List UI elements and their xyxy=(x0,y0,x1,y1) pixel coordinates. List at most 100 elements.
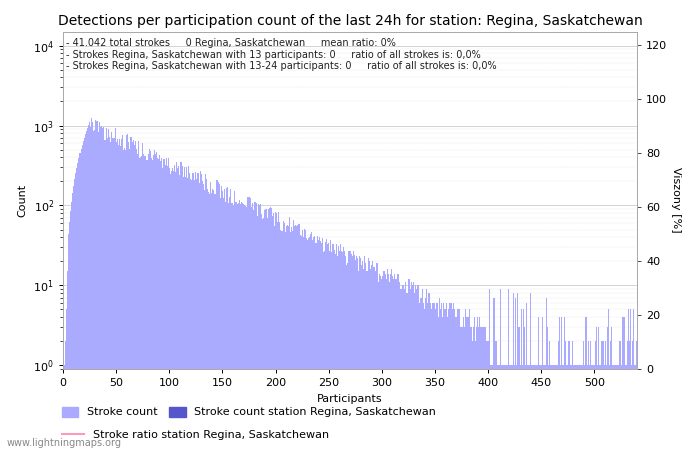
Bar xyxy=(416,289,417,450)
Bar xyxy=(609,365,610,450)
Bar xyxy=(620,365,622,450)
Bar xyxy=(597,365,598,450)
Bar xyxy=(138,141,139,450)
Bar xyxy=(578,365,579,450)
Bar xyxy=(497,365,498,450)
Bar xyxy=(631,365,632,450)
Bar xyxy=(307,240,308,450)
Bar xyxy=(214,194,216,450)
Bar xyxy=(540,365,541,450)
Bar xyxy=(531,365,532,450)
Bar xyxy=(77,162,78,450)
Bar xyxy=(363,269,365,450)
Bar xyxy=(369,261,370,450)
Bar xyxy=(285,232,286,450)
Bar xyxy=(521,310,522,450)
Bar xyxy=(94,130,95,450)
Bar xyxy=(209,194,210,450)
Bar xyxy=(568,341,570,450)
Bar xyxy=(598,327,599,450)
Bar xyxy=(499,365,500,450)
Bar xyxy=(104,140,105,450)
Bar xyxy=(603,365,605,450)
Bar xyxy=(190,179,191,450)
Bar xyxy=(616,365,617,450)
Bar xyxy=(490,365,491,450)
Bar xyxy=(508,289,509,450)
Bar xyxy=(204,190,205,450)
Bar xyxy=(371,265,372,450)
Bar xyxy=(134,141,136,450)
Bar xyxy=(218,184,220,450)
Bar xyxy=(455,317,456,450)
Bar xyxy=(475,341,476,450)
Bar xyxy=(298,224,300,450)
Bar xyxy=(606,365,607,450)
Bar xyxy=(430,303,431,450)
Bar xyxy=(493,298,494,450)
Bar xyxy=(463,317,464,450)
Bar xyxy=(410,289,411,450)
Bar xyxy=(583,341,584,450)
Bar xyxy=(542,317,543,450)
Bar xyxy=(634,365,636,450)
Bar xyxy=(524,327,525,450)
Bar xyxy=(559,317,560,450)
Bar xyxy=(230,189,232,450)
Bar xyxy=(256,203,257,450)
Bar xyxy=(382,276,384,450)
Bar xyxy=(78,158,80,450)
Bar xyxy=(448,310,449,450)
Bar xyxy=(95,120,97,450)
Bar xyxy=(205,174,206,450)
Bar xyxy=(346,265,347,450)
Bar xyxy=(580,365,581,450)
Bar xyxy=(618,365,620,450)
Bar xyxy=(119,140,120,450)
Bar xyxy=(582,365,583,450)
Bar xyxy=(447,317,448,450)
Bar xyxy=(167,166,168,450)
Bar xyxy=(120,146,121,450)
Bar xyxy=(517,293,519,450)
Bar xyxy=(105,140,106,450)
Bar xyxy=(510,365,511,450)
Bar xyxy=(341,251,342,450)
Bar xyxy=(106,128,107,450)
Bar xyxy=(564,317,566,450)
Bar xyxy=(73,186,74,450)
Bar xyxy=(585,317,587,450)
Bar xyxy=(584,365,585,450)
Bar xyxy=(548,365,550,450)
Bar xyxy=(351,256,353,450)
Bar xyxy=(293,220,294,450)
Bar xyxy=(476,327,477,450)
Bar xyxy=(121,139,122,450)
Bar xyxy=(489,289,490,450)
Bar xyxy=(107,138,108,450)
Bar xyxy=(627,341,628,450)
Bar xyxy=(624,317,625,450)
Bar xyxy=(442,317,443,450)
Bar xyxy=(461,327,462,450)
Bar xyxy=(321,243,322,450)
Bar xyxy=(605,341,606,450)
Bar xyxy=(164,165,166,450)
Bar xyxy=(378,282,379,450)
Bar xyxy=(610,341,611,450)
Bar xyxy=(91,118,92,450)
Bar xyxy=(365,263,367,450)
Bar xyxy=(220,198,221,450)
Bar xyxy=(386,269,388,450)
Bar xyxy=(479,317,480,450)
Bar xyxy=(206,179,207,450)
Bar xyxy=(236,202,237,450)
Bar xyxy=(252,203,253,450)
Bar xyxy=(480,327,482,450)
Bar xyxy=(84,138,85,450)
Bar xyxy=(221,186,222,450)
Bar xyxy=(340,244,341,450)
Bar xyxy=(523,310,524,450)
Bar xyxy=(265,209,267,450)
Bar xyxy=(279,222,281,450)
